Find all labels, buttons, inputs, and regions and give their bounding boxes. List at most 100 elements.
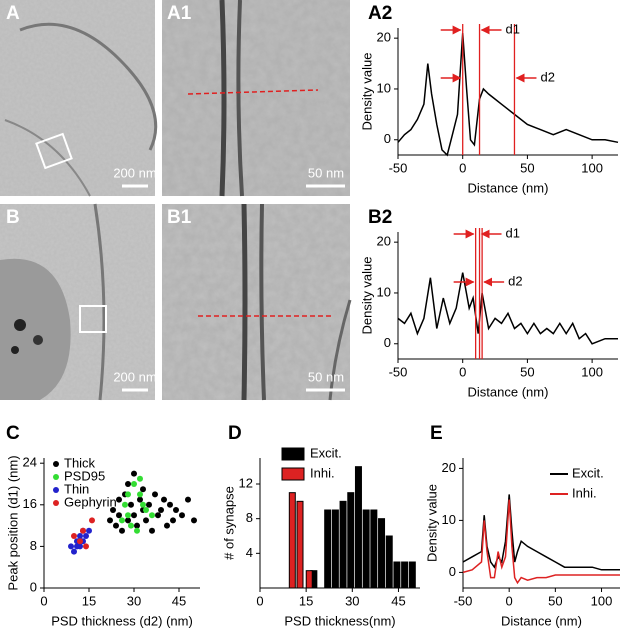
point <box>131 512 137 519</box>
point <box>167 501 173 508</box>
x-tick-label: -50 <box>389 364 408 379</box>
point <box>134 522 140 529</box>
x-tick-label: 100 <box>581 160 603 175</box>
x-axis-label: Distance (nm) <box>468 384 549 399</box>
point <box>140 486 146 493</box>
point <box>80 527 86 534</box>
scale-bar-label: 200 nm <box>113 369 156 384</box>
point <box>134 527 140 534</box>
scale-bar-label: 50 nm <box>308 369 344 384</box>
legend-swatch <box>281 447 305 461</box>
legend-swatch <box>53 474 59 480</box>
density-line <box>397 33 619 157</box>
point <box>71 548 77 555</box>
point <box>140 501 146 508</box>
y-tick-label: 8 <box>30 538 37 553</box>
panel-label: B1 <box>167 207 192 228</box>
legend-label: Excit. <box>572 465 604 480</box>
point <box>89 517 95 524</box>
x-axis-label: PSD thickness (d2) (nm) <box>51 613 193 628</box>
point <box>128 522 134 529</box>
x-tick-label: -50 <box>389 160 408 175</box>
y-tick-label: 20 <box>442 460 456 475</box>
point <box>77 543 83 550</box>
panel-label: A2 <box>368 3 392 24</box>
point <box>152 491 158 498</box>
panel-label: D <box>228 423 242 444</box>
point <box>122 501 128 508</box>
x-axis-label: PSD thickness(nm) <box>284 613 395 628</box>
point <box>125 491 131 498</box>
point <box>158 507 164 513</box>
point <box>77 538 83 545</box>
legend-label: Inhi. <box>572 485 597 500</box>
density-line <box>397 272 618 345</box>
bar <box>339 500 347 589</box>
bar <box>378 518 386 589</box>
annotation: d2 <box>540 69 554 84</box>
y-axis-label: Density value <box>424 484 439 562</box>
point <box>173 507 179 513</box>
x-tick-label: -50 <box>454 593 473 608</box>
point <box>164 522 170 529</box>
x-tick-label: 0 <box>459 364 466 379</box>
point <box>125 481 131 487</box>
y-tick-label: 0 <box>384 335 391 350</box>
y-axis-label: # of synapse <box>221 486 236 560</box>
y-tick-label: 20 <box>377 30 391 45</box>
micrograph-b1 <box>162 203 352 401</box>
x-tick-label: 50 <box>520 160 534 175</box>
x-tick-label: 50 <box>520 364 534 379</box>
x-axis-label: Distance (nm) <box>501 613 582 628</box>
bar <box>393 561 401 589</box>
point <box>137 475 143 482</box>
annotation: d2 <box>508 273 522 288</box>
y-tick-label: 16 <box>23 496 37 511</box>
point <box>137 496 143 503</box>
x-tick-label: 0 <box>459 160 466 175</box>
point <box>155 512 161 519</box>
y-tick-label: 24 <box>23 455 37 470</box>
point <box>119 527 125 534</box>
point <box>125 517 131 524</box>
x-tick-label: 15 <box>299 593 313 608</box>
point <box>71 533 77 539</box>
y-tick-label: 0 <box>384 131 391 146</box>
x-tick-label: 100 <box>591 593 613 608</box>
legend-swatch <box>53 487 59 493</box>
panel-label: A1 <box>167 3 192 24</box>
legend-swatch <box>281 467 305 481</box>
point <box>68 543 74 550</box>
y-tick-label: 10 <box>377 284 391 299</box>
bar <box>354 466 362 589</box>
bar <box>305 570 313 589</box>
x-tick-label: 30 <box>127 593 141 608</box>
y-tick-label: 10 <box>377 80 391 95</box>
density-line <box>462 494 620 571</box>
point <box>119 517 125 524</box>
point <box>113 522 119 529</box>
point <box>116 512 122 519</box>
point <box>128 501 134 508</box>
y-tick-label: 0 <box>30 579 37 594</box>
legend-swatch <box>53 500 59 506</box>
bar <box>385 535 393 589</box>
bar <box>296 500 304 589</box>
point <box>149 512 155 519</box>
panel-label: E <box>430 423 443 444</box>
y-axis-label: Density value <box>359 256 374 334</box>
y-tick-label: 20 <box>377 234 391 249</box>
y-tick-label: 10 <box>442 512 456 527</box>
point <box>185 496 191 503</box>
point <box>125 512 131 519</box>
x-tick-label: 50 <box>548 593 562 608</box>
y-tick-label: 4 <box>246 545 253 560</box>
micrograph-a1 <box>162 0 350 197</box>
scale-bar-label: 200 nm <box>113 165 156 180</box>
point <box>170 517 176 524</box>
micrograph-a <box>0 0 158 197</box>
density-line <box>462 499 620 585</box>
bar <box>331 509 339 589</box>
bar <box>370 509 378 589</box>
point <box>143 507 149 513</box>
